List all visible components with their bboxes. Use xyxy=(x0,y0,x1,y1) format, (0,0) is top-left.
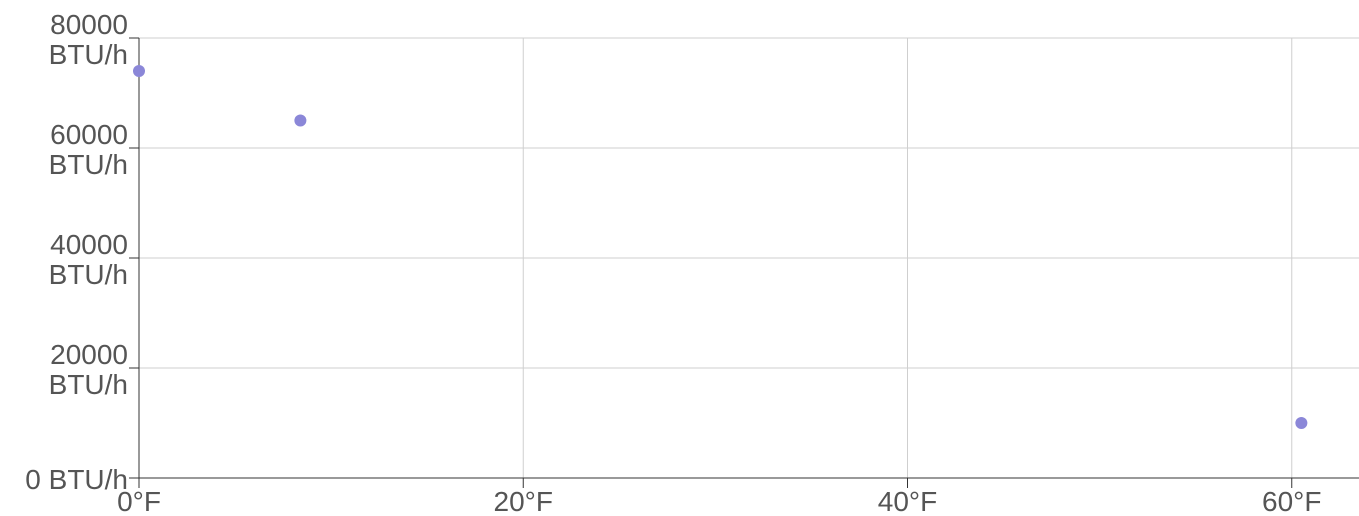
y-tick-label-line: 80000 xyxy=(50,9,128,40)
scatter-point xyxy=(133,65,145,77)
y-tick-label: 20000 BTU/h xyxy=(49,339,128,400)
axis-layer xyxy=(129,37,1359,488)
grid-layer xyxy=(139,37,1359,478)
y-tick-label-line: BTU/h xyxy=(49,369,128,400)
y-tick-label-line: 40000 xyxy=(50,229,128,260)
y-tick-label-line: 60000 xyxy=(50,119,128,150)
y-tick-label-line: BTU/h xyxy=(49,39,128,70)
y-tick-label: 80000 BTU/h xyxy=(49,9,128,70)
scatter-point xyxy=(294,114,307,127)
x-tick-label: 40°F xyxy=(878,486,937,516)
scatter-point xyxy=(1295,417,1308,429)
y-tick-label-line: 0 BTU/h xyxy=(25,464,128,495)
x-tick-label: 60°F xyxy=(1262,486,1321,516)
y-tick-label-line: BTU/h xyxy=(49,259,128,290)
y-tick-label: 60000 BTU/h xyxy=(49,119,128,180)
y-tick-label-line: 20000 xyxy=(50,339,128,370)
y-tick-label: 40000 BTU/h xyxy=(49,229,128,290)
x-tick-label: 20°F xyxy=(494,486,553,516)
y-tick-label-line: BTU/h xyxy=(49,149,128,180)
points-layer xyxy=(133,65,1308,429)
y-tick-label: 0 BTU/h xyxy=(25,464,128,495)
x-tick-label: 0°F xyxy=(117,486,161,516)
